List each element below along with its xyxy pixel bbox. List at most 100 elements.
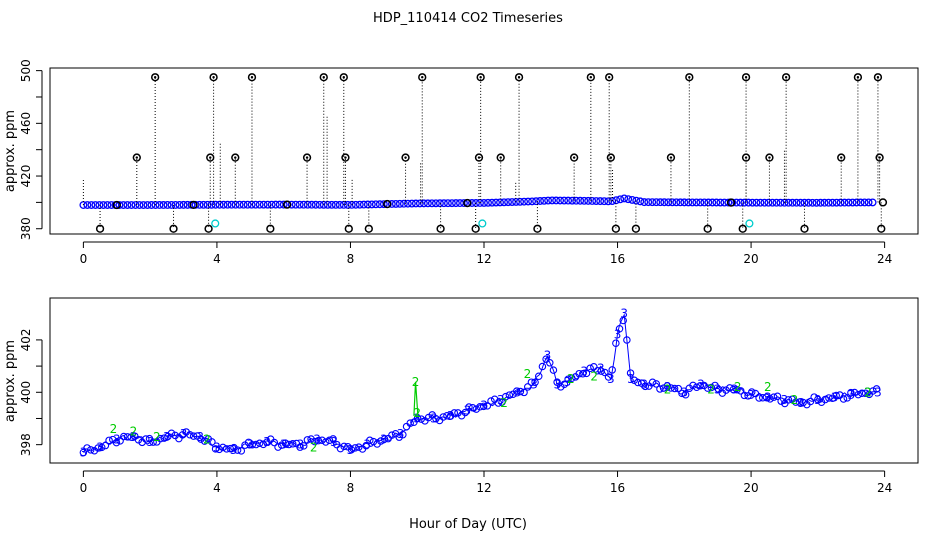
baseline-point [556,196,565,205]
marker-label-2: 2 [567,372,575,386]
baseline-point [159,201,168,209]
series-point [351,444,359,452]
high-spike-point [741,73,751,82]
baseline-point [660,198,669,207]
high-spike-point [781,73,791,82]
series-point [94,444,102,452]
green-spike-line [413,381,419,416]
baseline-point [628,195,637,204]
high-spike-point [319,73,328,82]
high-spike-point [151,73,160,82]
flag-point [745,219,754,228]
baseline-point [371,200,380,209]
series-point [740,391,749,400]
series-point [105,436,113,445]
low-spike-point [95,224,105,233]
baseline-point [784,198,793,207]
baseline-point [592,197,601,205]
series-point [729,385,738,394]
flag-point [211,219,220,228]
series-point [86,446,95,454]
mid-spike-point [401,153,410,162]
series-point [692,383,701,391]
series-point [322,438,330,446]
series-point [479,402,488,411]
series-point [211,445,220,453]
marker-label-3: 3 [230,443,238,457]
baseline-point [331,200,340,209]
high-spike-point [853,73,863,82]
baseline-point [259,200,268,209]
marker-label-3: 3 [714,383,722,397]
high-spike-dot [250,76,254,79]
mid-spike-point [132,153,141,162]
x-tick-label: 0 [80,481,88,495]
high-spike-dot [212,76,215,79]
baseline-point [279,200,288,209]
series-point [233,446,242,454]
series-point [406,419,414,427]
baseline-point [824,198,833,207]
baseline-point [343,200,352,209]
series-point [619,316,627,325]
series-point [641,382,649,391]
baseline-point [387,200,396,208]
baseline-point [243,200,252,209]
marker-label-3: 3 [430,411,438,425]
baseline-point [640,198,649,207]
series-point [303,436,312,444]
mid-spike-dot [209,156,212,159]
baseline-point [684,198,693,207]
marker-label-3: 3 [530,377,538,391]
series-point [762,393,771,402]
series-point [380,435,389,443]
baseline-point [564,196,573,205]
marker-label-3: 3 [640,377,648,391]
marker-label-3: 3 [180,427,188,441]
marker-label-3: 3 [614,328,622,342]
series-point [186,430,194,439]
high-spike-dot [876,76,880,79]
series-point [270,438,279,447]
plot-frame-top [49,67,919,235]
mid-spike-point [741,153,751,162]
baseline-point [315,200,324,209]
baseline-point [363,200,372,209]
baseline-point [87,201,96,209]
series-point [604,373,613,381]
top-chart-axes: 0 4 8 12 16 20 24 380 420 460 500 [19,59,892,266]
marker-label-3: 3 [847,388,855,402]
series-point [277,441,286,449]
baseline-point [680,198,689,207]
baseline-point [139,201,148,209]
baseline-point [708,198,717,207]
low-spike-point [364,224,373,233]
series-point [854,390,862,399]
series-point [549,366,558,374]
series-point [582,369,591,378]
baseline-marker [282,200,292,209]
baseline-point [355,200,364,209]
marker-label-3: 3 [544,349,552,363]
series-point [601,368,609,377]
baseline-point [179,200,188,209]
high-spike-dot [153,76,157,79]
x-tick-label: 8 [347,252,355,266]
marker-label-3: 3 [607,372,615,386]
series-point [476,403,484,411]
baseline-point [488,198,496,207]
series-point [79,448,88,457]
series-point [523,383,532,391]
marker-label-3: 3 [380,432,388,446]
baseline-point [379,200,388,209]
series-point [751,389,760,398]
baseline-point [443,199,452,208]
series-point [656,385,664,393]
x-tick-label: 24 [877,252,892,266]
baseline-point [127,201,136,209]
baseline-point [271,200,280,209]
baseline-point [291,200,300,209]
series-point [472,405,481,413]
mid-spike-point [569,153,579,162]
baseline-point [676,198,685,207]
